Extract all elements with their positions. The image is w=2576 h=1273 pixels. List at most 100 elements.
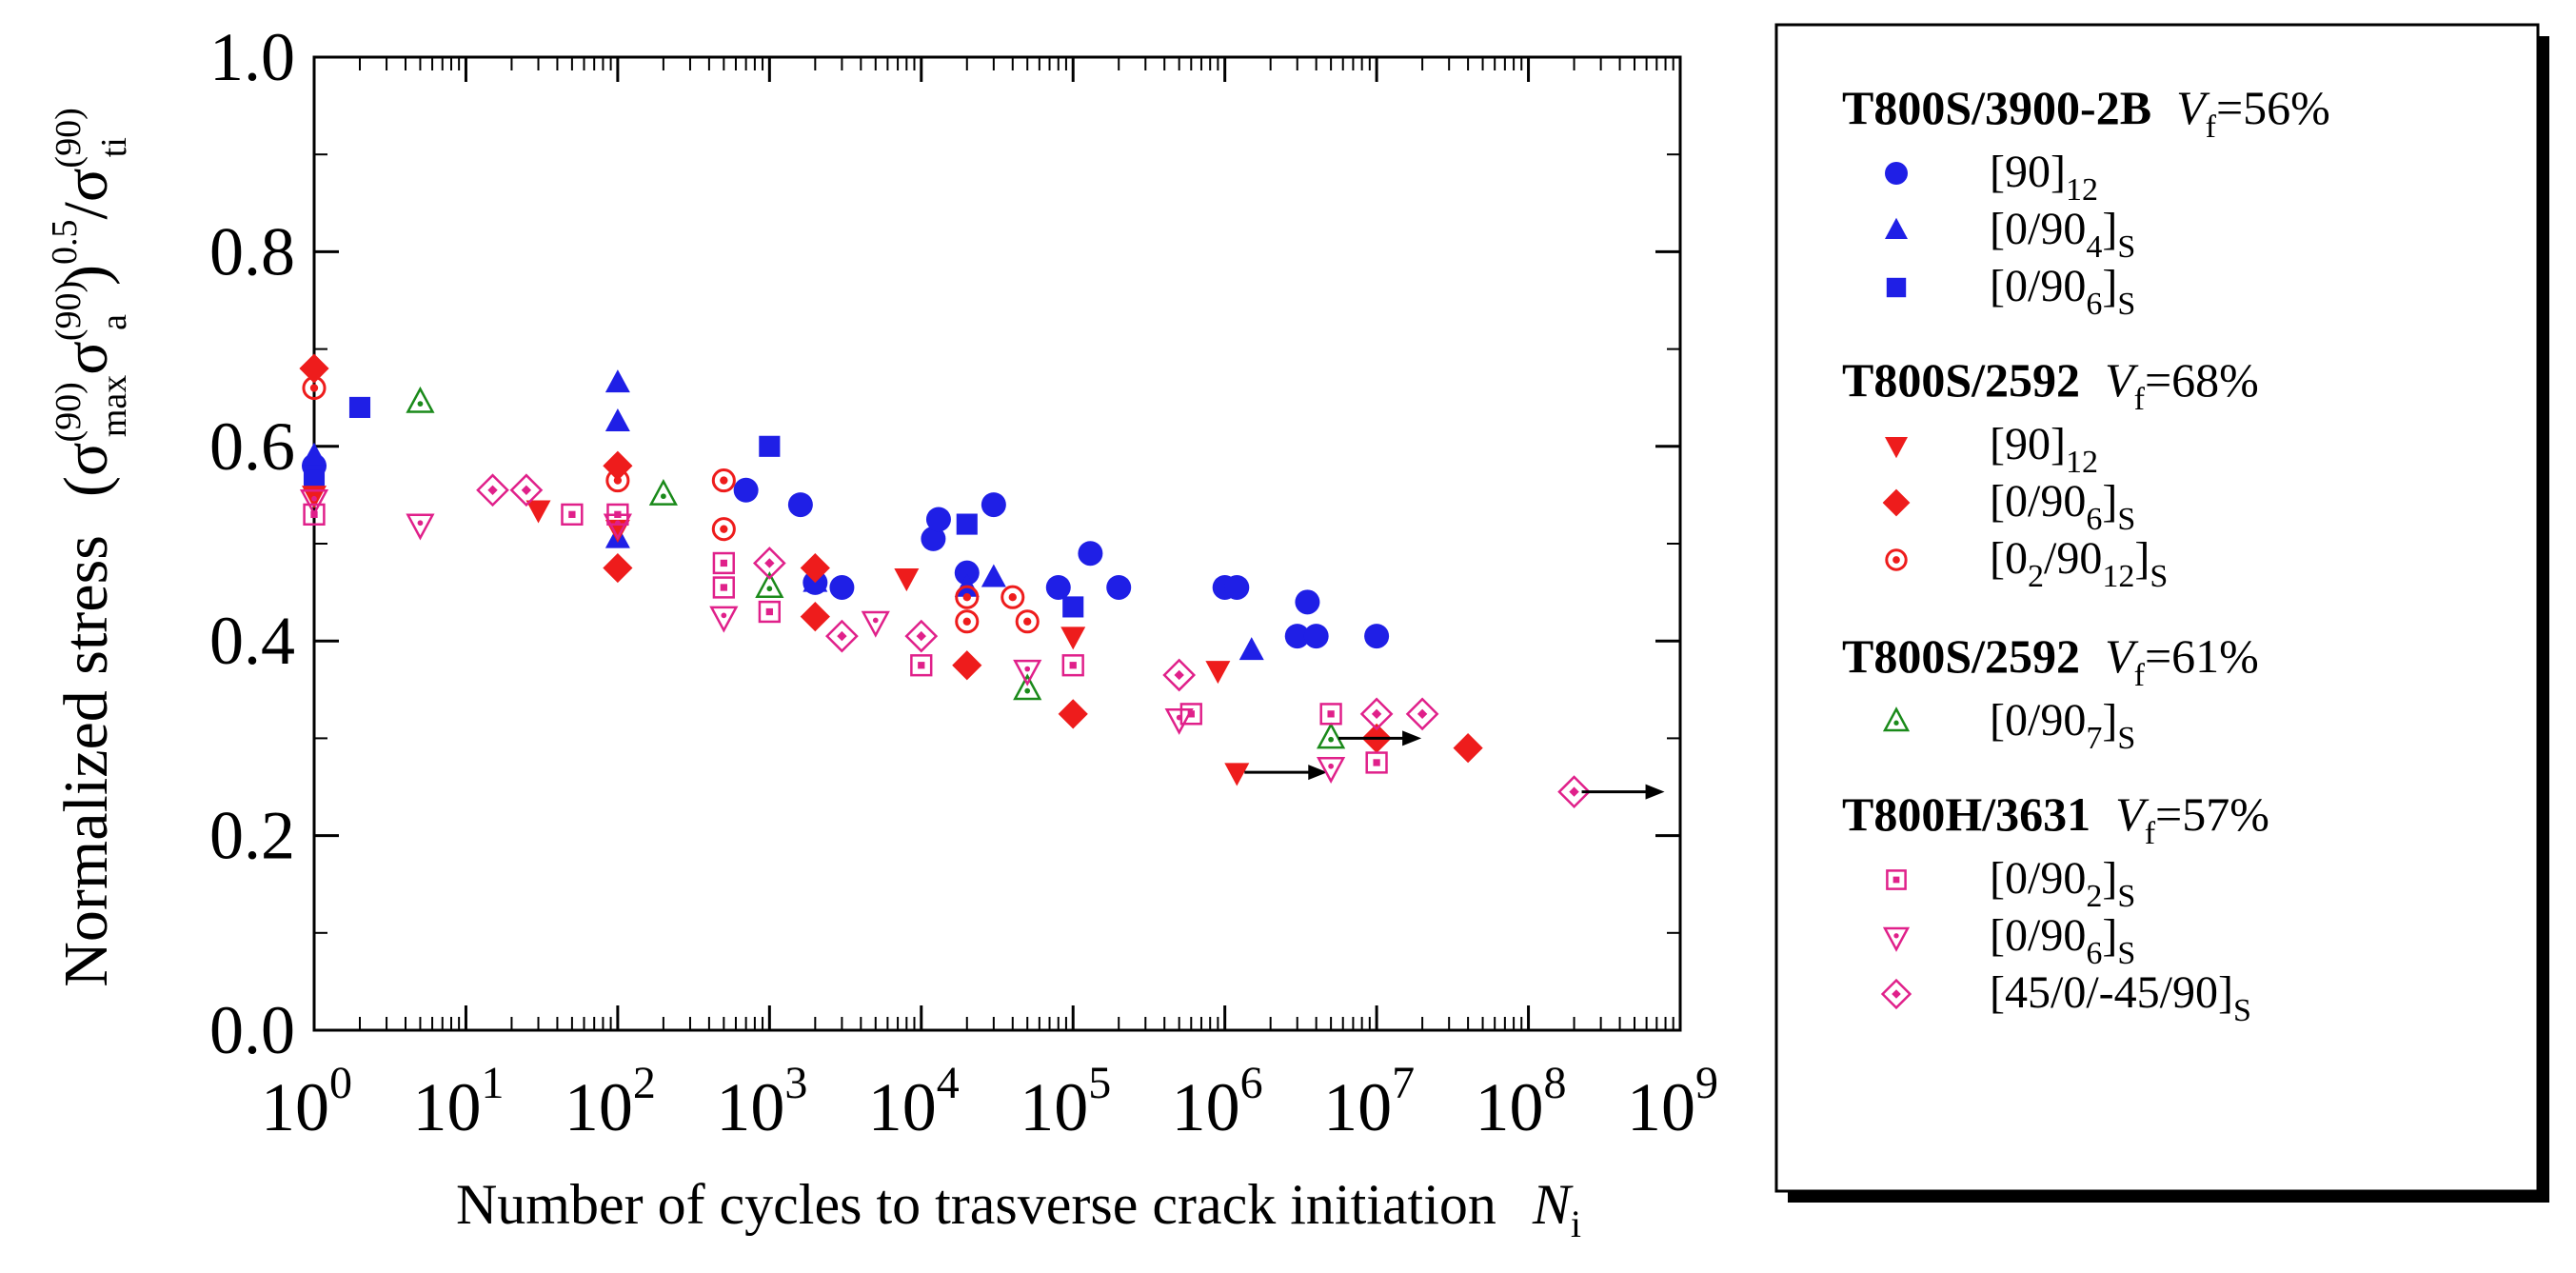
- x-tick-base: 10: [1323, 1069, 1392, 1145]
- series-1: [302, 369, 1264, 661]
- data-point: [904, 619, 939, 653]
- data-point: [603, 450, 633, 481]
- legend-label-close: ]: [2102, 204, 2117, 254]
- marker-dot: [765, 607, 773, 616]
- legend-marker: [1882, 706, 1911, 732]
- x-tick-label: 104: [868, 1058, 960, 1145]
- marker-dot: [1892, 989, 1901, 999]
- data-point: [1164, 707, 1194, 735]
- x-tick-label: 107: [1323, 1058, 1415, 1145]
- x-tick-exponent: 2: [633, 1058, 656, 1108]
- x-tick-exponent: 9: [1695, 1058, 1718, 1108]
- data-point: [1060, 627, 1086, 650]
- marker-shape: [509, 473, 544, 507]
- series-9: [476, 473, 1665, 808]
- marker-shape: [603, 450, 633, 481]
- data-point: [1365, 751, 1388, 774]
- marker-shape: [1365, 751, 1388, 774]
- y-tick-label: 0.2: [209, 798, 295, 874]
- x-tick-base: 10: [1020, 1069, 1088, 1145]
- data-point: [1284, 624, 1310, 649]
- legend-vf-sub: f: [2206, 109, 2217, 145]
- runout-arrow-head: [1645, 784, 1665, 800]
- legend-label-sub: 12: [2066, 172, 2098, 208]
- legend-vf-var: V: [2176, 81, 2210, 134]
- data-point: [299, 353, 329, 384]
- legend-label-sub: 6: [2086, 936, 2102, 971]
- data-point: [1058, 699, 1088, 729]
- x-tick-base: 10: [261, 1069, 329, 1145]
- data-point: [303, 469, 326, 491]
- data-point: [1303, 624, 1329, 649]
- legend-label-sub: 6: [2086, 502, 2102, 537]
- marker-shape: [955, 585, 980, 609]
- marker-dot: [521, 485, 532, 495]
- legend-vf-sub: f: [2145, 816, 2156, 851]
- legend-label-sub-b: 12: [2102, 559, 2134, 594]
- series-3: [302, 486, 1328, 786]
- series-0: [302, 453, 1390, 649]
- series-7: [303, 503, 1388, 774]
- legend-label-close: ]: [2102, 910, 2117, 961]
- marker-shape: [755, 571, 784, 598]
- data-point: [509, 473, 544, 507]
- runout-arrow-head: [1308, 765, 1328, 781]
- marker-shape: [1284, 624, 1310, 649]
- data-point: [1015, 609, 1040, 634]
- data-point: [910, 654, 933, 677]
- x-tick-base: 10: [868, 1069, 937, 1145]
- marker-dot: [1328, 736, 1334, 743]
- data-point: [921, 526, 946, 551]
- x-tick-exponent: 1: [481, 1058, 504, 1108]
- x-tick-base: 10: [1476, 1069, 1544, 1145]
- marker-dot: [721, 612, 727, 619]
- data-point: [800, 552, 830, 584]
- marker-shape: [825, 619, 859, 653]
- marker-shape: [604, 408, 630, 431]
- legend-item-label: [0/904]S: [1990, 204, 2135, 265]
- data-point: [1405, 697, 1439, 731]
- marker-dot: [1893, 933, 1899, 939]
- marker-shape: [603, 552, 633, 584]
- data-point: [302, 375, 327, 401]
- marker-dot: [918, 662, 925, 669]
- marker-shape: [1045, 574, 1071, 600]
- marker-dot: [1327, 710, 1335, 718]
- legend-box: [1774, 23, 2540, 1193]
- legend-label-sub: 6: [2086, 287, 2102, 322]
- marker-dot: [1892, 556, 1900, 564]
- marker-shape: [956, 513, 978, 535]
- series-8: [299, 489, 1346, 784]
- marker-dot: [1174, 669, 1184, 681]
- legend-marker: [1886, 277, 1907, 298]
- data-point: [1557, 775, 1591, 808]
- legend-label-mid: /90: [2044, 533, 2102, 584]
- data-point: [1295, 589, 1320, 615]
- marker-dot: [1008, 593, 1017, 602]
- y-formula-sup2: (90): [49, 281, 89, 341]
- marker-shape: [709, 606, 739, 633]
- legend-item-label: [02/9012]S: [1990, 533, 2168, 594]
- marker-shape: [1013, 673, 1042, 701]
- marker-dot: [613, 476, 623, 485]
- marker-dot: [615, 520, 621, 527]
- y-formula-mid: σ: [51, 341, 121, 375]
- legend-label-sub2: S: [2117, 721, 2135, 756]
- marker-dot: [309, 384, 319, 392]
- data-point: [1224, 574, 1250, 600]
- legend-marker: [1885, 162, 1908, 185]
- x-tick-label: 101: [412, 1058, 504, 1145]
- marker-shape: [800, 602, 830, 632]
- y-tick-label: 0.4: [209, 603, 295, 679]
- y-formula-power: 0.5: [45, 219, 85, 265]
- legend-vf-value: =56%: [2216, 81, 2330, 134]
- y-tick-label: 0.0: [209, 992, 295, 1068]
- legend-vf-var: V: [2105, 353, 2139, 407]
- marker-shape: [476, 473, 509, 507]
- marker-dot: [1176, 714, 1182, 721]
- x-tick-exponent: 8: [1544, 1058, 1567, 1108]
- marker-dot: [1187, 710, 1195, 718]
- legend-group-title: T800H/3631 Vf=57%: [1842, 787, 2269, 851]
- y-formula-sub1: max: [94, 375, 134, 437]
- data-point: [1061, 654, 1084, 677]
